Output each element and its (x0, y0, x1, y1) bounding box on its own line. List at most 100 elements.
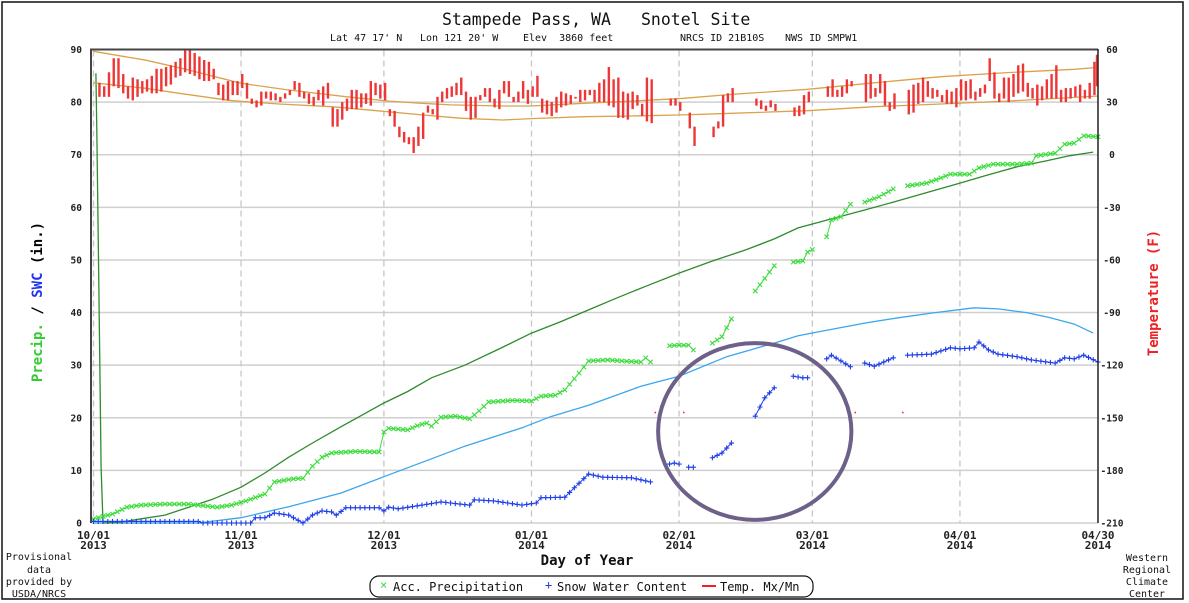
acc-precipitation-marker (619, 358, 625, 364)
average-precipitation-series (95, 73, 1094, 524)
acc-precipitation-marker (1066, 141, 1073, 147)
snow-water-content-marker (238, 520, 244, 526)
acc-precipitation-marker (281, 477, 287, 483)
acc-precipitation-marker (552, 392, 558, 398)
acc-precipitation-marker (709, 340, 715, 346)
snow-water-content-marker (609, 474, 616, 481)
snow-water-content-marker (1043, 359, 1049, 365)
snow-water-content-marker (1052, 360, 1058, 366)
snow-water-content-marker (319, 508, 325, 514)
temperature-point (902, 411, 904, 414)
normal-min-temp-line (93, 82, 1099, 121)
acc-precipitation-marker (609, 357, 616, 363)
snow-water-content-marker (571, 485, 577, 491)
acc-precipitation-marker (371, 449, 377, 455)
snow-water-content-marker (243, 520, 249, 526)
x-tick-year-label: 2014 (799, 539, 826, 552)
acc-precipitation-marker (624, 358, 630, 364)
acc-precipitation-marker (838, 214, 844, 220)
acc-precipitation-marker (500, 398, 506, 404)
acc-precipitation-marker (685, 342, 692, 348)
acc-precipitation-marker (424, 420, 430, 426)
acc-precipitation-marker (419, 421, 425, 427)
snow-water-content-marker (938, 348, 944, 354)
snow-water-content-marker (595, 473, 601, 479)
snow-water-content-marker (309, 512, 316, 518)
acc-precipitation-marker (338, 449, 344, 455)
snow-water-content-marker (1014, 354, 1020, 360)
acc-precipitation-marker (600, 357, 606, 363)
snow-water-content-marker (386, 504, 392, 510)
acc-precipitation-marker (343, 449, 349, 455)
acc-precipitation-marker (676, 342, 682, 348)
acc-precipitation-marker (347, 449, 354, 455)
acc-precipitation-marker (866, 197, 873, 203)
acc-precipitation-marker (100, 513, 106, 520)
snow-water-content-marker (800, 375, 806, 381)
acc-precipitation-marker (943, 173, 949, 179)
legend: × Acc. Precipitation + Snow Water Conten… (369, 575, 814, 598)
snow-water-content-marker (1004, 352, 1011, 359)
y-tick-label: 90 (71, 45, 83, 56)
acc-precipitation-marker (462, 415, 468, 421)
snow-water-content-marker (428, 500, 435, 507)
snow-water-content-marker (1009, 353, 1015, 359)
subtitle-nrcs-id: NRCS ID 21B10S (680, 33, 764, 44)
snow-water-content-marker (262, 515, 268, 521)
snow-water-content-marker (909, 352, 915, 358)
acc-precipitation-marker (486, 399, 492, 405)
acc-precipitation-marker (143, 502, 149, 508)
title-site: Snotel Site (641, 10, 750, 29)
snow-water-content-marker (257, 515, 263, 521)
acc-precipitation-marker (1033, 153, 1039, 159)
snow-water-content-marker (433, 500, 439, 506)
y-tick-label: 60 (71, 203, 83, 214)
snow-water-content-marker (543, 495, 549, 501)
snow-water-content-marker (357, 505, 363, 511)
acc-precipitation-marker (524, 398, 530, 404)
acc-precipitation-marker (133, 503, 139, 509)
x-tick-label: 04/30 (1081, 529, 1114, 542)
snow-water-content-marker (167, 518, 173, 525)
temperature-point (654, 411, 657, 414)
acc-precipitation-marker (881, 191, 887, 197)
snow-water-content-marker (395, 506, 401, 512)
acc-precipitation-marker (557, 389, 563, 396)
snow-water-content-marker (647, 479, 654, 485)
acc-precipitation-marker (290, 476, 297, 482)
snow-water-content-marker (186, 518, 192, 525)
acc-precipitation-marker (1081, 133, 1087, 139)
acc-precipitation-marker (119, 506, 125, 513)
acc-precipitation-marker (904, 183, 911, 189)
acc-precipitation-marker (471, 412, 477, 418)
acc-precipitation-marker (614, 358, 620, 364)
snow-water-content-marker (719, 450, 725, 456)
acc-precipitation-marker (414, 423, 420, 429)
snow-water-content-marker (419, 502, 425, 508)
acc-precipitation-marker (309, 463, 316, 469)
acc-precipitation-marker (933, 177, 939, 183)
snow-water-content-marker (714, 452, 720, 458)
y-tick-label: 50 (71, 255, 83, 266)
y-tick-label: 10 (71, 466, 83, 477)
snow-water-content-marker (200, 520, 206, 526)
acc-precipitation-marker (328, 450, 335, 456)
snow-water-content-marker (190, 518, 197, 525)
acc-precipitation-marker (352, 448, 358, 455)
acc-precipitation-marker (238, 499, 244, 505)
acc-precipitation-marker (300, 475, 306, 481)
acc-precipitation-marker (233, 501, 239, 507)
acc-precipitation-marker (333, 450, 339, 456)
snow-water-content-marker (376, 505, 382, 511)
snow-water-content-marker (295, 517, 301, 523)
acc-precipitation-marker (724, 325, 730, 331)
y2-tick-label: 60 (1106, 45, 1118, 56)
acc-precipitation-marker (176, 501, 182, 507)
snow-water-content-marker (624, 475, 630, 481)
acc-precipitation-marker (428, 423, 435, 429)
acc-precipitation-marker (186, 501, 192, 507)
x-tick-year-label: 2013 (228, 539, 255, 552)
snow-water-content-marker (362, 505, 368, 511)
snow-water-content-marker (157, 518, 163, 525)
